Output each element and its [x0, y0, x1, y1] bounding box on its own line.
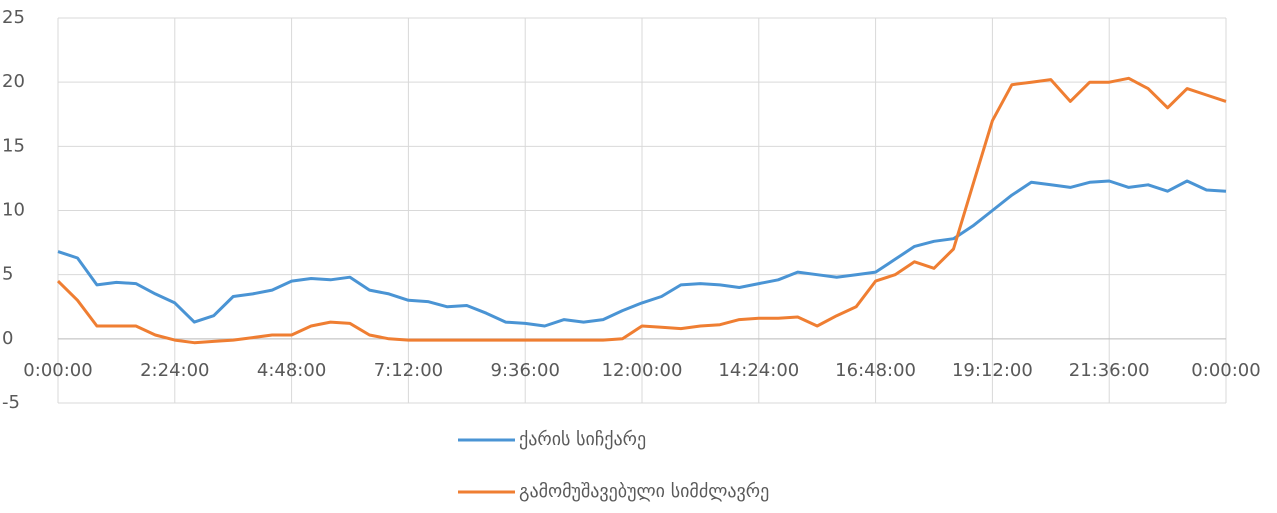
x-tick-label: 16:48:00	[835, 360, 916, 381]
x-tick-label: 4:48:00	[257, 360, 326, 381]
x-tick-label: 9:36:00	[491, 360, 560, 381]
y-tick-label: -5	[2, 392, 20, 413]
y-tick-label: 5	[2, 264, 13, 285]
y-tick-label: 20	[2, 71, 25, 92]
x-tick-label: 7:12:00	[374, 360, 443, 381]
x-tick-label: 14:24:00	[718, 360, 799, 381]
x-tick-label: 2:24:00	[140, 360, 209, 381]
x-tick-label: 0:00:00	[23, 360, 92, 381]
x-tick-label: 19:12:00	[952, 360, 1033, 381]
x-tick-label: 0:00:00	[1191, 360, 1260, 381]
y-tick-label: 25	[2, 7, 25, 28]
y-tick-label: 10	[2, 200, 25, 221]
x-tick-label: 21:36:00	[1069, 360, 1150, 381]
legend-label: ქარის სიჩქარე	[519, 429, 646, 450]
y-tick-label: 15	[2, 135, 25, 156]
series-line	[56, 76, 1227, 345]
legend-label: გამომუშავებული სიმძლავრე	[519, 481, 769, 502]
y-tick-label: 0	[2, 328, 13, 349]
series-line	[57, 179, 1227, 328]
x-tick-label: 12:00:00	[602, 360, 683, 381]
